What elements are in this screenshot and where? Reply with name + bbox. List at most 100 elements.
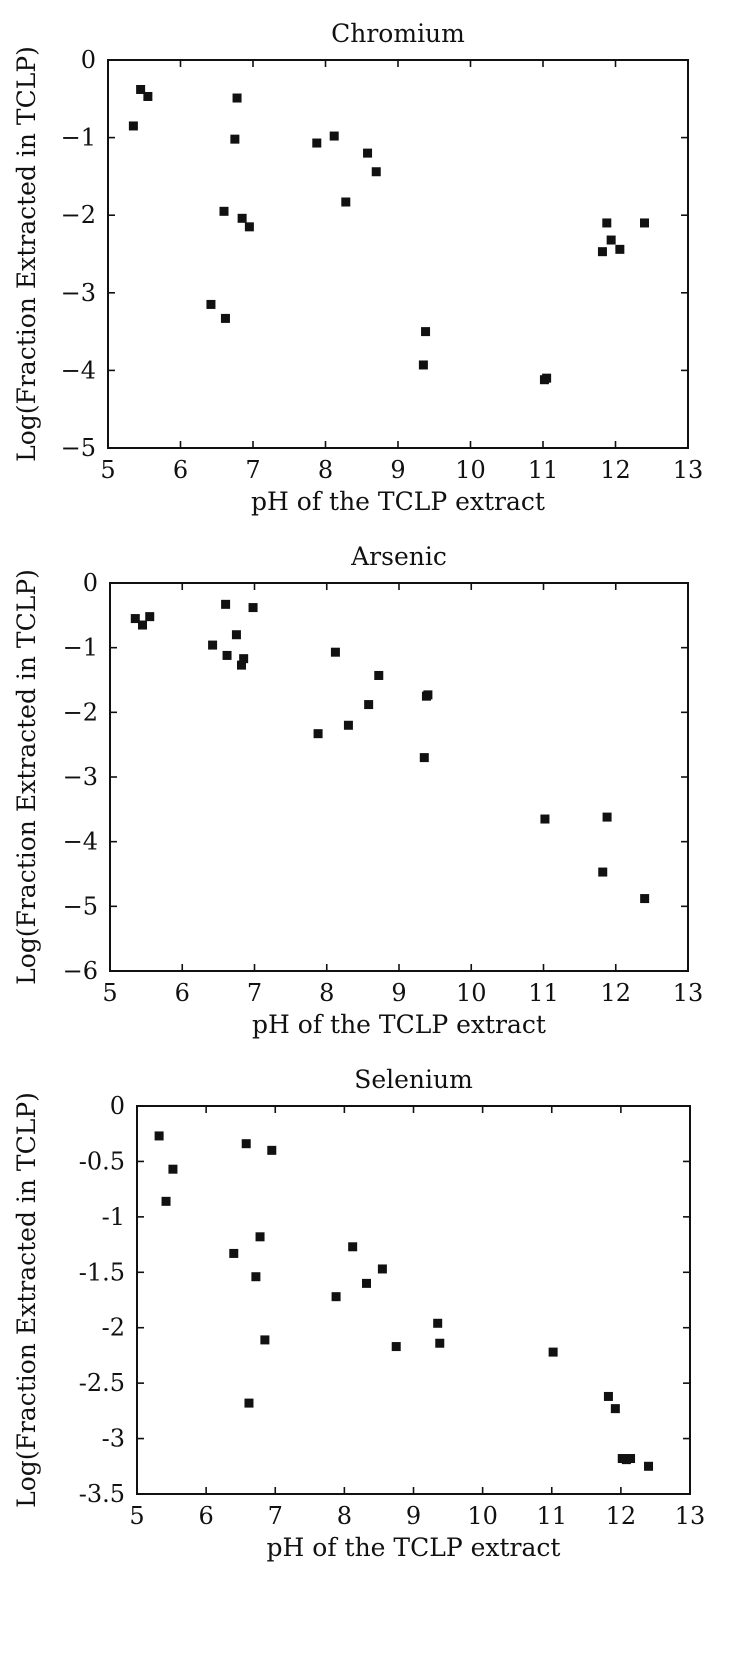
x-tick-label: 8 xyxy=(319,979,334,1007)
data-point xyxy=(260,1335,270,1345)
data-point xyxy=(154,1131,164,1141)
y-tick-label: -2 xyxy=(102,1314,125,1342)
x-tick-label: 12 xyxy=(600,979,631,1007)
data-point xyxy=(371,167,381,177)
data-point xyxy=(331,1292,341,1302)
data-point xyxy=(423,690,433,700)
data-point xyxy=(236,660,246,670)
data-point xyxy=(626,1454,636,1464)
x-tick-label: 12 xyxy=(600,456,631,484)
data-point xyxy=(542,373,552,383)
data-point xyxy=(239,654,249,664)
y-axis-label: Log(Fraction Extracted in TCLP) xyxy=(12,46,41,462)
data-point xyxy=(251,1272,261,1282)
y-tick-label: −6 xyxy=(63,957,98,985)
data-point xyxy=(128,121,138,131)
y-tick-label: −5 xyxy=(61,434,96,462)
data-point xyxy=(374,670,384,680)
y-axis-label: Log(Fraction Extracted in TCLP) xyxy=(12,1092,41,1508)
data-point xyxy=(138,620,148,630)
data-point xyxy=(391,1342,401,1352)
data-point xyxy=(361,1278,371,1288)
x-tick-label: 11 xyxy=(528,979,559,1007)
data-point xyxy=(244,222,254,232)
chart-title: Chromium xyxy=(331,19,465,48)
x-tick-label: 13 xyxy=(673,979,704,1007)
x-tick-label: 5 xyxy=(129,1502,144,1530)
y-tick-label: −4 xyxy=(63,828,98,856)
data-point xyxy=(640,218,649,228)
y-axis-label: Log(Fraction Extracted in TCLP) xyxy=(12,569,41,985)
data-point xyxy=(248,603,258,613)
data-point xyxy=(255,1232,265,1242)
data-point xyxy=(377,1264,387,1274)
x-tick-label: 13 xyxy=(675,1502,706,1530)
data-point xyxy=(145,612,155,622)
data-point xyxy=(640,894,650,904)
y-tick-label: 0 xyxy=(110,1092,125,1120)
data-point xyxy=(208,640,218,650)
data-point xyxy=(330,647,340,657)
chart-arsenic: Arsenic 5 6 7 8 9 10 11 12 13 0 −1 −2 −3 −4 −5 −6 pH of t… xyxy=(12,542,703,1039)
data-point xyxy=(267,1145,277,1155)
y-tick-label: −2 xyxy=(63,698,98,726)
data-point xyxy=(343,720,353,730)
data-point xyxy=(237,213,247,223)
data-point xyxy=(206,299,216,309)
x-axis-label: pH of the TCLP extract xyxy=(252,1010,546,1039)
y-tick-label: -1.5 xyxy=(79,1258,125,1286)
data-point xyxy=(220,313,230,323)
x-tick-label: 7 xyxy=(247,979,262,1007)
y-tick-label: −1 xyxy=(61,124,96,152)
x-tick-label: 10 xyxy=(455,456,486,484)
y-tick-label: -2.5 xyxy=(79,1369,125,1397)
data-point xyxy=(606,235,616,245)
x-tick-label: 10 xyxy=(467,1502,498,1530)
data-point xyxy=(363,148,373,158)
x-tick-label: 6 xyxy=(173,456,188,484)
data-point xyxy=(231,630,241,640)
y-tick-label: -3 xyxy=(102,1425,125,1453)
data-point xyxy=(136,84,146,94)
data-point xyxy=(168,1164,178,1174)
data-point xyxy=(364,700,374,710)
x-tick-label: 13 xyxy=(673,456,704,484)
data-point xyxy=(418,360,428,370)
data-point xyxy=(229,1248,239,1258)
y-tick-label: −5 xyxy=(63,892,98,920)
y-tick-label: −4 xyxy=(61,356,96,384)
y-tick-label: -1 xyxy=(102,1203,125,1231)
x-tick-label: 11 xyxy=(536,1502,567,1530)
plot-frame xyxy=(109,582,689,972)
data-point xyxy=(610,1404,620,1414)
data-point xyxy=(433,1318,443,1328)
x-tick-label: 8 xyxy=(318,456,333,484)
data-point xyxy=(329,131,339,141)
data-point xyxy=(602,218,612,228)
data-point xyxy=(219,206,229,216)
chart-title: Selenium xyxy=(354,1065,473,1094)
chart-title: Arsenic xyxy=(350,542,447,571)
y-tick-label: −2 xyxy=(61,201,96,229)
data-point xyxy=(603,1391,613,1401)
chart-chromium: Chromium 5 6 7 8 9 10 11 12 13 0 −1 −2 −3 −4 −5 pH of th… xyxy=(12,19,703,516)
x-tick-label: 5 xyxy=(102,979,117,1007)
x-tick-label: 9 xyxy=(406,1502,421,1530)
data-point xyxy=(341,197,351,207)
plot-frame xyxy=(136,1105,691,1495)
data-point xyxy=(598,867,608,877)
x-axis-label: pH of the TCLP extract xyxy=(251,487,545,516)
data-point xyxy=(244,1398,254,1408)
x-tick-label: 10 xyxy=(456,979,487,1007)
y-tick-label: 0 xyxy=(81,46,96,74)
data-point xyxy=(644,1461,654,1471)
x-tick-label: 11 xyxy=(528,456,559,484)
x-tick-label: 8 xyxy=(337,1502,352,1530)
y-tick-label: −1 xyxy=(63,634,98,662)
data-point xyxy=(602,812,612,822)
data-point xyxy=(130,614,140,624)
data-point xyxy=(221,599,231,609)
y-tick-label: 0 xyxy=(83,569,98,597)
data-point xyxy=(313,729,323,739)
